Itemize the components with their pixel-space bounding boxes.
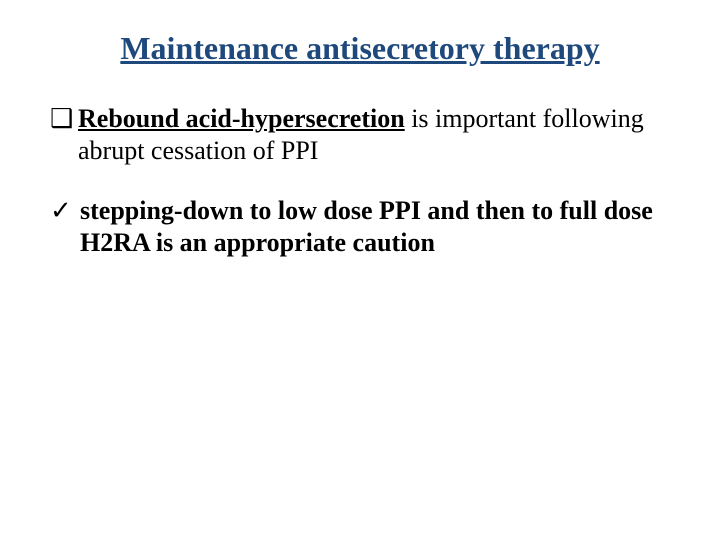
bullet-item-2: ✓ stepping-down to low dose PPI and then… (50, 195, 670, 259)
slide-title: Maintenance antisecretory therapy (50, 30, 670, 67)
bullet-item-1: ❑ Rebound acid-hypersecretion is importa… (50, 103, 670, 167)
bullet-1-text: Rebound acid-hypersecretion is important… (78, 103, 670, 167)
square-bullet-icon: ❑ (50, 103, 78, 135)
slide-container: Maintenance antisecretory therapy ❑ Rebo… (0, 0, 720, 540)
check-icon: ✓ (50, 195, 80, 227)
bullet-2-text: stepping-down to low dose PPI and then t… (80, 195, 670, 259)
bullet-1-lead: Rebound acid-hypersecretion (78, 104, 405, 133)
